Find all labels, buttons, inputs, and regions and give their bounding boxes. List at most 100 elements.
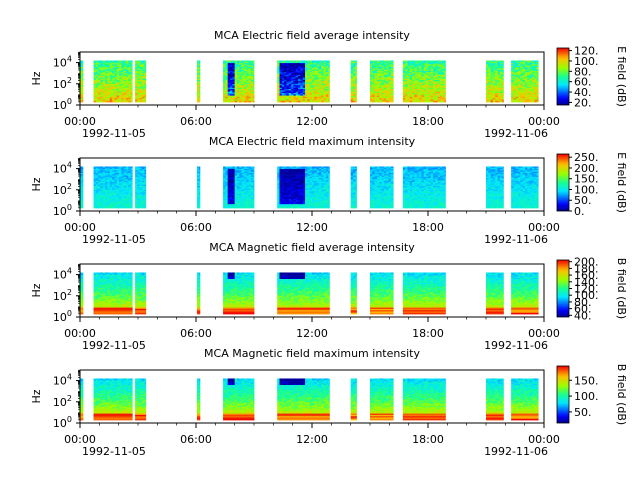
spectrogram-cell — [284, 78, 287, 81]
spectrogram-cell — [102, 100, 106, 103]
spectrogram-cell — [112, 78, 115, 81]
spectrogram-cell — [495, 74, 498, 77]
spectrogram-cell — [318, 94, 322, 96]
spectrogram-cell — [323, 74, 327, 77]
spectrogram-cell — [142, 85, 145, 87]
spectrogram-cell — [284, 96, 287, 99]
spectrogram-cell — [492, 95, 496, 98]
spectrogram-cell — [534, 95, 538, 98]
spectrogram-cell — [352, 94, 356, 96]
spectrogram-cell — [98, 182, 101, 184]
spectrogram-cells — [80, 166, 539, 209]
spectrogram-cell — [135, 191, 138, 193]
spectrogram-cell — [325, 98, 329, 100]
spectrogram-cell — [137, 87, 141, 90]
spectrogram-cell — [243, 179, 247, 182]
spectrogram-cell — [405, 66, 408, 69]
spectrogram-cell — [486, 96, 489, 99]
spectrogram-cell — [430, 92, 434, 95]
spectrogram-cell — [223, 174, 226, 176]
spectrogram-cell — [291, 64, 294, 66]
spectrogram-cell — [497, 74, 501, 77]
spectrogram-cell — [407, 91, 411, 94]
spectrogram-cell — [318, 91, 322, 94]
spectrogram-cell — [144, 77, 147, 79]
spectrogram-cell — [279, 92, 283, 95]
spectrogram-cell — [241, 68, 245, 70]
spectrogram-cell — [497, 76, 501, 78]
spectrogram-cell — [121, 98, 125, 100]
spectrogram-cell — [243, 90, 247, 92]
spectrogram-cell — [419, 77, 422, 79]
spectrogram-cell — [112, 63, 115, 65]
spectrogram-cell — [100, 178, 104, 180]
spectrogram-cell — [80, 201, 83, 204]
spectrogram-cell — [383, 98, 387, 100]
spectrogram-cell — [234, 205, 238, 208]
spectrogram-cell — [383, 69, 387, 72]
spectrogram-cell — [227, 182, 231, 184]
spectrogram-cell — [102, 65, 106, 68]
spectrogram-cell — [532, 61, 535, 64]
spectrogram-cell — [293, 66, 297, 69]
spectrogram-cell — [234, 174, 238, 176]
spectrogram-cell — [419, 90, 422, 92]
spectrogram-cell — [139, 178, 143, 180]
spectrogram-cell — [105, 182, 108, 184]
spectrogram-cell — [416, 61, 420, 64]
spectrogram-cell — [82, 100, 84, 103]
spectrogram-cell — [239, 98, 243, 100]
spectrogram-cell — [522, 77, 526, 79]
spectrogram-cell — [241, 73, 245, 76]
spectrogram-cell — [312, 96, 315, 99]
spectrogram-cell — [405, 63, 408, 65]
spectrogram-cell — [314, 68, 318, 70]
spectrogram-cell — [312, 70, 315, 73]
spectrogram-cell — [444, 63, 446, 65]
spectrogram-cell — [80, 187, 83, 189]
spectrogram-cell — [298, 87, 301, 90]
spectrogram-cell — [196, 202, 200, 205]
spectrogram-cell — [421, 79, 425, 82]
spectrogram-cell — [135, 206, 138, 209]
spectrogram-cell — [135, 176, 138, 179]
spectrogram-cell — [243, 202, 247, 205]
spectrogram-cell — [137, 83, 141, 86]
spectrogram-cell — [437, 83, 441, 86]
spectrogram-cell — [288, 86, 292, 89]
spectrogram-cell — [82, 191, 84, 193]
spectrogram-cell — [499, 77, 503, 79]
spectrogram-cell — [199, 185, 201, 188]
spectrogram-cell — [355, 63, 357, 65]
spectrogram-cell — [284, 65, 287, 68]
spectrogram-cell — [298, 99, 301, 102]
spectrogram-cell — [130, 64, 133, 66]
spectrogram-cell — [307, 73, 311, 76]
spectrogram-cell — [139, 202, 143, 205]
spectrogram-cell — [109, 98, 113, 100]
spectrogram-cell — [298, 79, 301, 82]
spectrogram-cell — [241, 79, 245, 82]
spectrogram-cell — [93, 70, 97, 73]
spectrogram-cell — [234, 82, 238, 85]
spectrogram-cell — [248, 64, 252, 66]
spectrogram-cell — [529, 70, 533, 73]
spectrogram-cell — [119, 195, 122, 197]
spectrogram-cell — [196, 170, 200, 172]
spectrogram-cell — [199, 68, 201, 70]
spectrogram-cell — [277, 90, 280, 92]
spectrogram-cell — [388, 89, 392, 91]
spectrogram-cell — [321, 99, 324, 102]
spectrogram-cell — [412, 85, 415, 87]
spectrogram-cell — [402, 78, 406, 81]
spectrogram-cell — [100, 94, 104, 96]
spectrogram-cell — [128, 64, 132, 66]
spectrogram-cell — [126, 79, 129, 82]
spectrogram-cell — [492, 64, 496, 66]
spectrogram-cell — [232, 170, 236, 172]
spectrogram-cell — [93, 87, 97, 90]
spectrogram-cell — [246, 94, 249, 96]
spectrogram-cell — [309, 100, 313, 103]
spectrogram-cell — [144, 78, 147, 81]
spectrogram-cell — [442, 86, 446, 89]
